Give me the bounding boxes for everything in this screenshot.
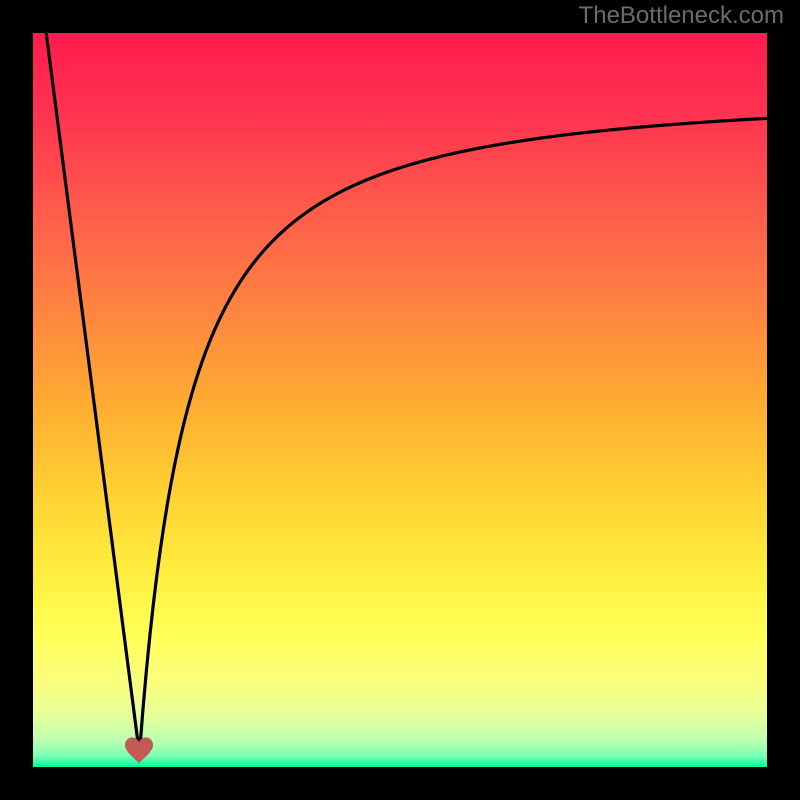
plot-area [33, 33, 767, 767]
plot-gradient-background [33, 33, 767, 767]
chart-stage: TheBottleneck.com [0, 0, 800, 800]
watermark-text: TheBottleneck.com [579, 2, 784, 30]
heart-marker-icon [124, 736, 154, 766]
